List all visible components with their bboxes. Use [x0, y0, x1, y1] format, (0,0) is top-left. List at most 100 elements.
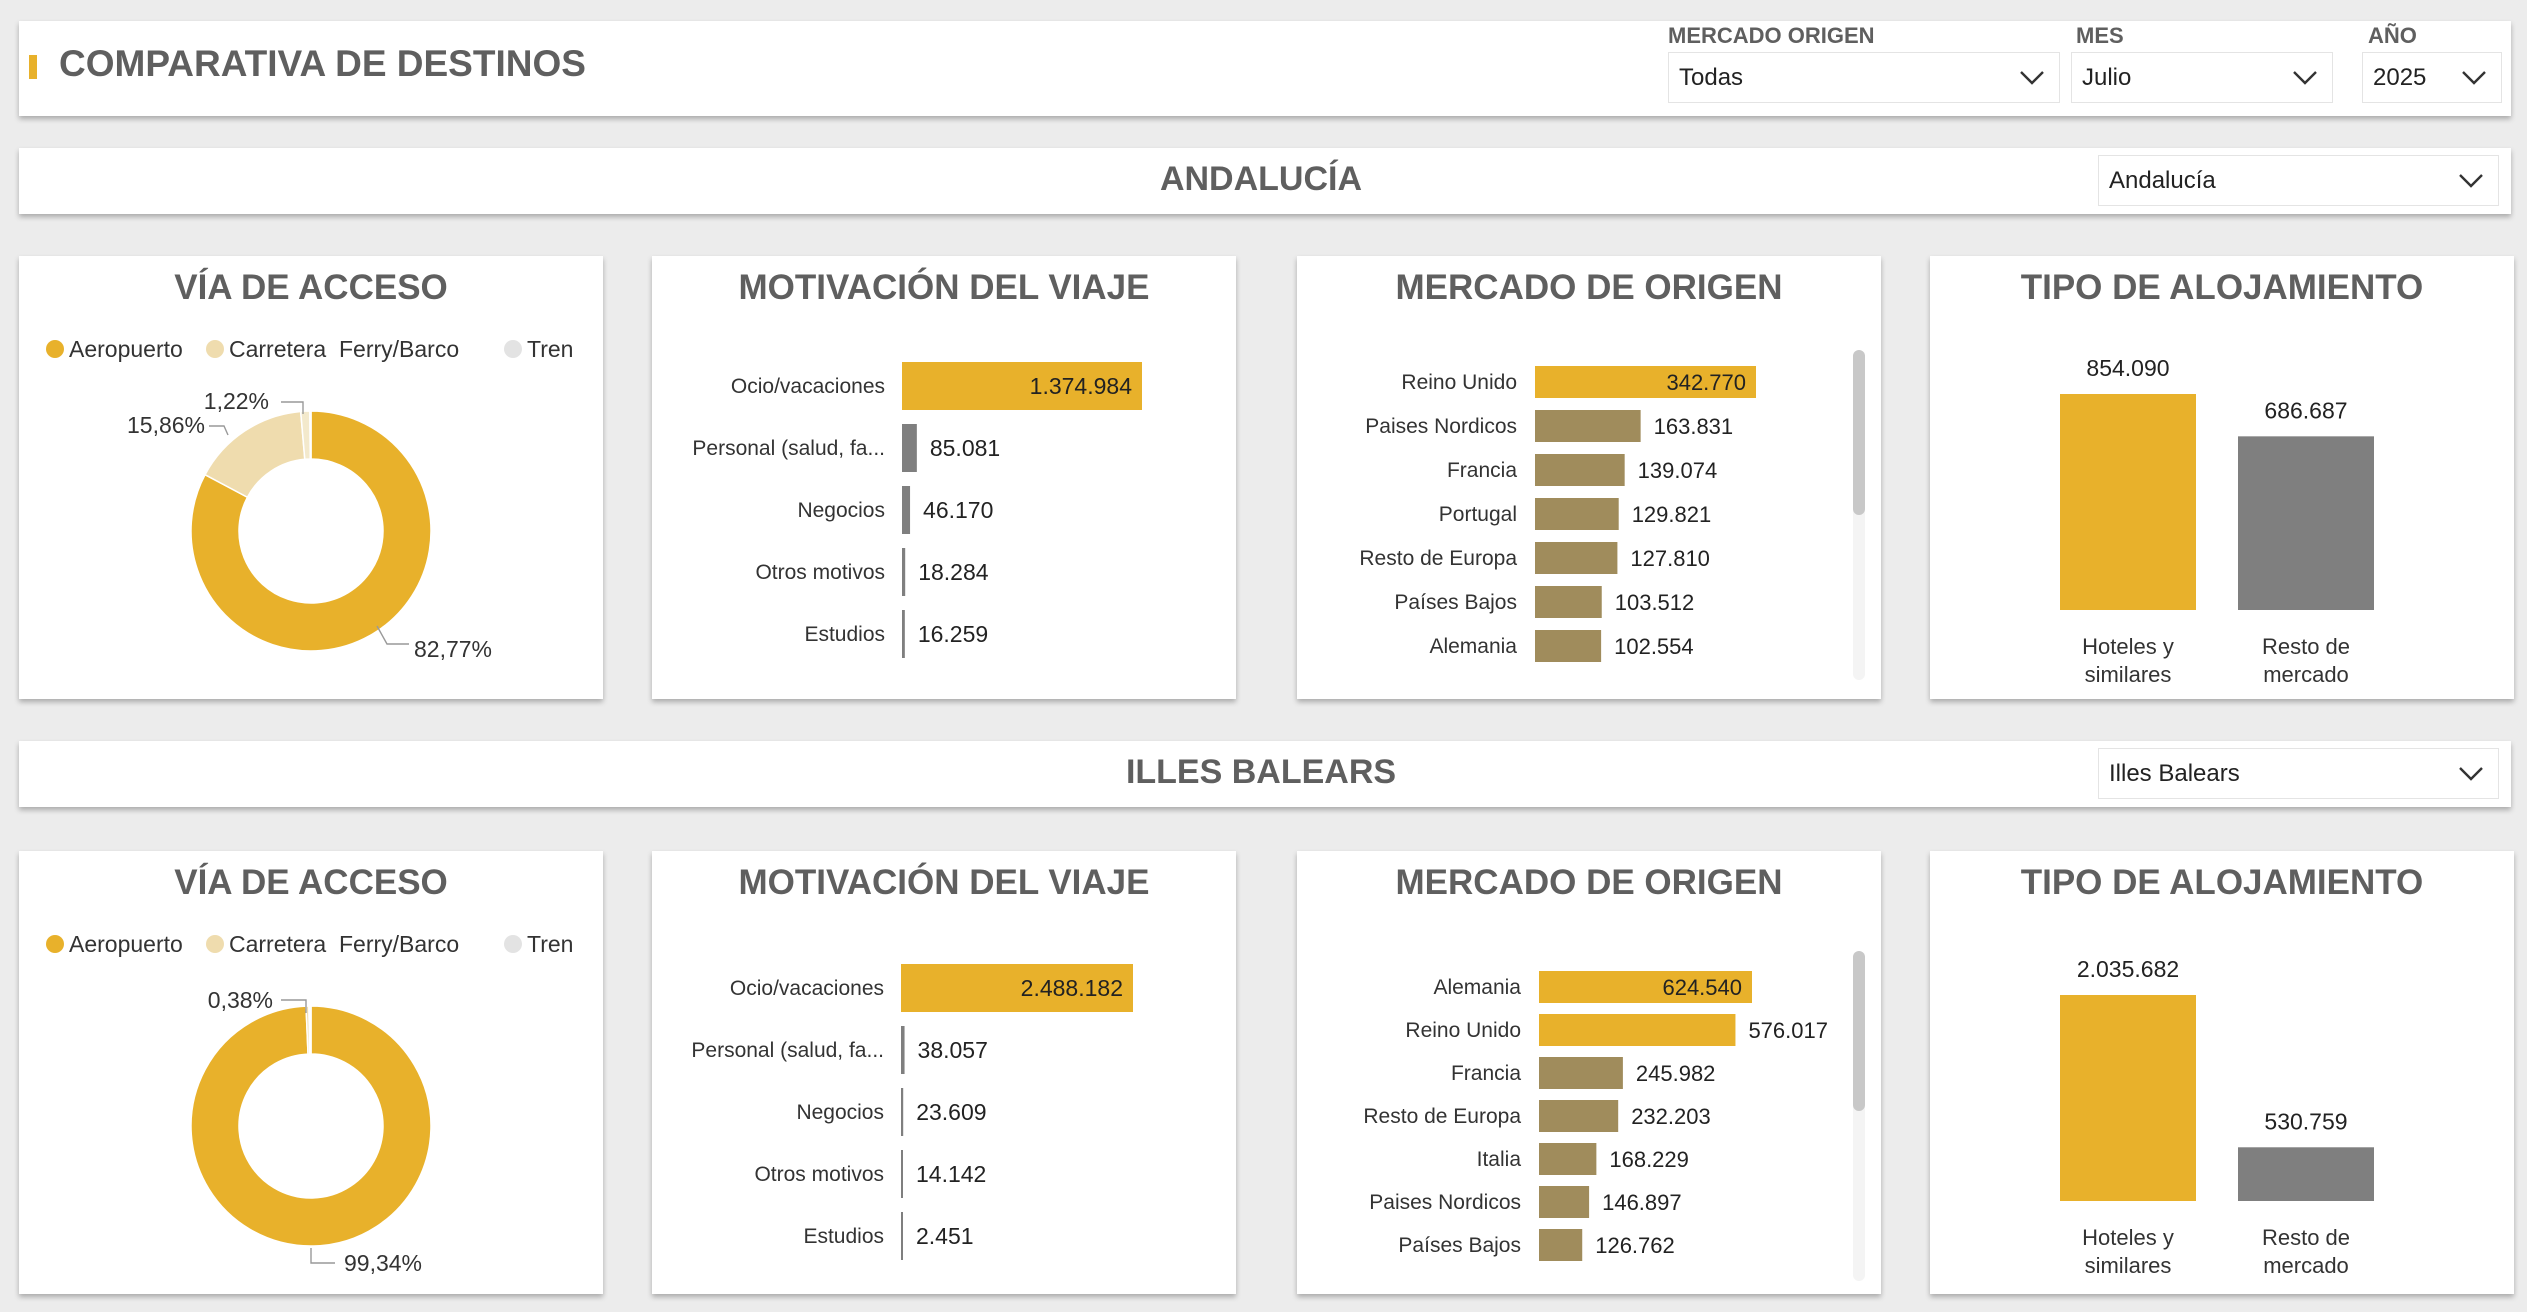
category-label: Hoteles y — [2082, 634, 2174, 659]
category-label: mercado — [2263, 662, 2349, 687]
header-accent-bar — [29, 55, 37, 79]
value-label: 23.609 — [916, 1099, 986, 1125]
category-label: Portugal — [1439, 503, 1517, 526]
leader-line — [281, 401, 304, 414]
donut-slice-0 — [190, 410, 432, 652]
bar-6 — [1535, 630, 1602, 662]
data-label: 82,77% — [414, 636, 492, 662]
category-label: Personal (salud, fa... — [692, 437, 885, 460]
category-label: Negocios — [796, 1101, 884, 1124]
bar-2 — [902, 486, 911, 534]
legend-marker — [206, 340, 224, 358]
value-label: 18.284 — [918, 559, 989, 585]
bar-0 — [1539, 971, 1752, 1003]
anio-dropdown[interactable]: 2025 — [2362, 52, 2502, 103]
card-motivacion-andalucia: MOTIVACIÓN DEL VIAJE Ocio/vacaciones 1.37… — [652, 256, 1236, 699]
mercado-origen-value: Todas — [1679, 63, 1744, 91]
region-title-andalucia: ANDALUCÍA — [1159, 160, 1363, 198]
value-label: 854.090 — [2086, 355, 2169, 381]
region-title-baleares: ILLES BALEARS — [1125, 753, 1397, 791]
bar-1 — [901, 1026, 905, 1074]
category-label: Francia — [1447, 459, 1517, 482]
region-selector-value: Illes Balears — [2109, 759, 2240, 787]
bar-4 — [902, 610, 905, 658]
card-title: MERCADO DE ORIGEN — [1395, 863, 1783, 902]
card-title: MOTIVACIÓN DEL VIAJE — [738, 863, 1150, 902]
column-chart-alojamiento-andalucia: 854.090 Hoteles y similares 686.687 Resto de… — [2060, 355, 2374, 687]
category-label: Negocios — [797, 499, 885, 522]
bar-0 — [1535, 366, 1756, 398]
category-label: Ocio/vacaciones — [730, 977, 884, 1000]
donut-slice-0 — [190, 1005, 432, 1247]
scrollbar-thumb[interactable] — [1853, 350, 1865, 515]
value-label: 686.687 — [2264, 397, 2347, 423]
leader-line — [376, 625, 409, 645]
filter-label-mercado: MERCADO ORIGEN — [1668, 23, 1875, 48]
card-title: VÍA DE ACCESO — [174, 863, 448, 902]
category-label: Otros motivos — [754, 1163, 884, 1186]
legend-marker — [206, 935, 224, 953]
mercado-origen-dropdown[interactable]: Todas — [1668, 52, 2060, 103]
category-label: Resto de Europa — [1363, 1105, 1521, 1128]
mes-dropdown[interactable]: Julio — [2071, 52, 2333, 103]
bar-1 — [902, 424, 917, 472]
column-0 — [2060, 995, 2196, 1201]
value-label: 126.762 — [1595, 1233, 1675, 1258]
value-label: 38.057 — [918, 1037, 988, 1063]
category-label: Francia — [1451, 1062, 1521, 1085]
category-label: Personal (salud, fa... — [691, 1039, 884, 1062]
card-via-acceso-baleares: VÍA DE ACCESO Aeropuerto Carretera Ferry/B… — [19, 851, 603, 1294]
legend-label: Tren — [527, 931, 573, 957]
chevron-down-icon — [2020, 70, 2044, 85]
donut-chart-acceso-baleares: Aeropuerto Carretera Ferry/Barco Tren 99,34%… — [46, 931, 573, 1276]
value-label: 85.081 — [930, 435, 1000, 461]
card-alojamiento-andalucia: TIPO DE ALOJAMIENTO 854.090 Hoteles y simi… — [1930, 256, 2514, 699]
region-bar-baleares: ILLES BALEARS Illes Balears — [19, 741, 2511, 807]
region-selector-baleares[interactable]: Illes Balears — [2098, 748, 2499, 799]
donut-slice-3 — [309, 1005, 312, 1055]
bar-chart-motivacion-andalucia: Ocio/vacaciones 1.374.984 Personal (salud,… — [692, 362, 1142, 658]
card-title: TIPO DE ALOJAMIENTO — [2020, 863, 2424, 902]
card-via-acceso-andalucia: VÍA DE ACCESO Aeropuerto Carretera Ferry/B… — [19, 256, 603, 699]
value-label: 139.074 — [1638, 458, 1718, 483]
bar-2 — [1539, 1057, 1623, 1089]
chevron-down-icon — [2462, 70, 2486, 85]
region-selector-andalucia[interactable]: Andalucía — [2098, 155, 2499, 206]
region-bar-andalucia: ANDALUCÍA Andalucía — [19, 148, 2511, 214]
bar-3 — [902, 548, 906, 596]
legend-marker — [46, 935, 64, 953]
column-1 — [2238, 1147, 2374, 1201]
category-label: Estudios — [803, 1225, 884, 1248]
bar-3 — [901, 1150, 903, 1198]
category-label: Resto de — [2262, 634, 2350, 659]
legend-label: Aeropuerto — [69, 336, 183, 362]
bar-3 — [1539, 1100, 1619, 1132]
category-label: Resto de Europa — [1359, 547, 1517, 570]
header-panel: COMPARATIVA DE DESTINOS MERCADO ORIGEN T… — [19, 21, 2511, 116]
data-label: 0,38% — [208, 987, 273, 1013]
value-label: 530.759 — [2264, 1108, 2347, 1134]
value-label: 46.170 — [923, 497, 993, 523]
data-label: 99,34% — [344, 1250, 422, 1276]
chevron-down-icon — [2459, 766, 2483, 781]
value-label: 576.017 — [1748, 1018, 1828, 1043]
value-label: 2.035.682 — [2077, 956, 2179, 982]
value-label: 163.831 — [1654, 414, 1734, 439]
bar-6 — [1539, 1229, 1583, 1261]
value-label: 146.897 — [1602, 1190, 1682, 1215]
legend-label: Aeropuerto — [69, 931, 183, 957]
donut-slice-3 — [309, 410, 312, 460]
card-motivacion-baleares: MOTIVACIÓN DEL VIAJE Ocio/vacaciones 2.48… — [652, 851, 1236, 1294]
leader-line — [281, 999, 307, 1013]
bar-chart-mercado-baleares: Alemania 624.540 Reino Unido 576.017 Francia… — [1363, 971, 1828, 1261]
bar-5 — [1539, 1186, 1590, 1218]
card-mercado-baleares: MERCADO DE ORIGEN Alemania 624.540 Reino U… — [1297, 851, 1881, 1294]
value-label: 245.982 — [1636, 1061, 1716, 1086]
column-chart-alojamiento-baleares: 2.035.682 Hoteles y similares 530.759 Resto … — [2060, 956, 2374, 1278]
legend-label: Ferry/Barco — [339, 931, 459, 957]
card-title: VÍA DE ACCESO — [174, 268, 448, 307]
legend-label: Ferry/Barco — [339, 336, 459, 362]
scrollbar-thumb[interactable] — [1853, 951, 1865, 1111]
category-label: Reino Unido — [1401, 371, 1517, 394]
chevron-down-icon — [2459, 173, 2483, 188]
